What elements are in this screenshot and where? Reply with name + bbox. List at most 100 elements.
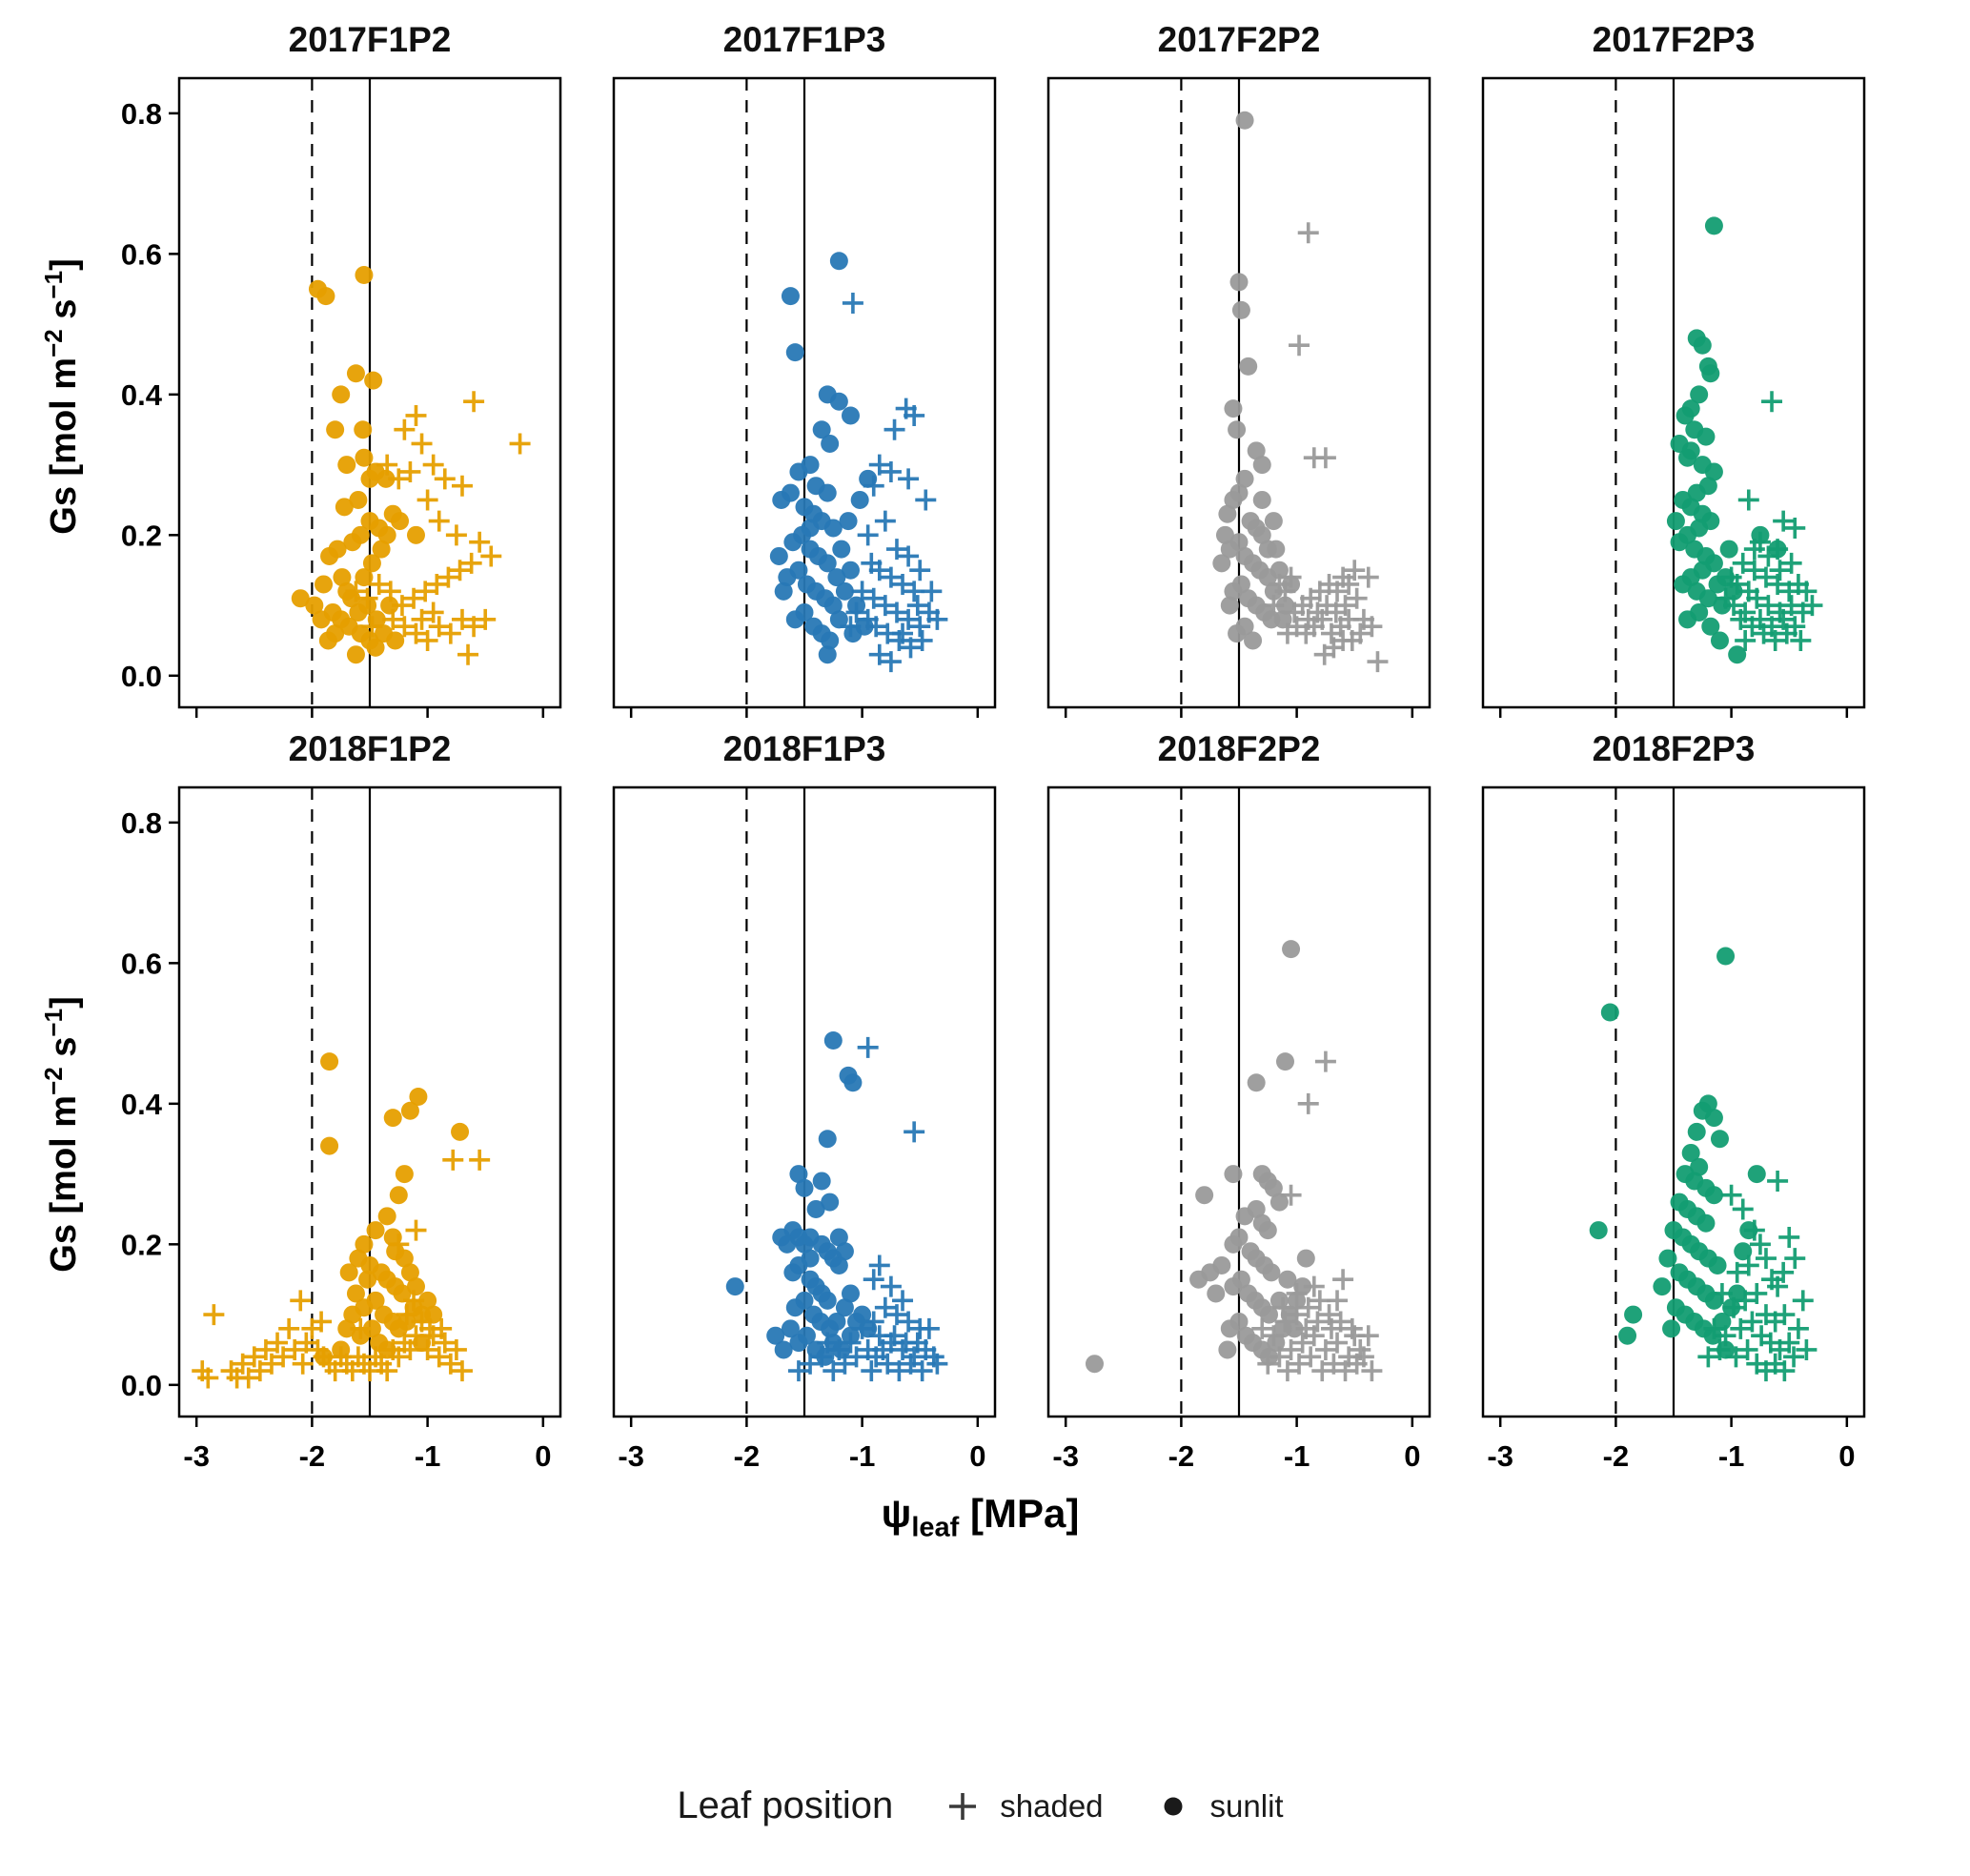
sunlit-point — [1235, 1207, 1254, 1226]
shaded-point — [428, 1346, 450, 1368]
y-tick-label: 0.6 — [121, 237, 162, 271]
sunlit-point — [406, 1277, 425, 1296]
shaded-point — [1715, 587, 1736, 609]
sunlit-point — [1618, 1326, 1637, 1345]
shaded-point — [1715, 1325, 1736, 1347]
legend-item-sunlit: sunlit — [1155, 1788, 1284, 1825]
psi-symbol: ψ — [881, 1491, 912, 1536]
sunlit-point — [343, 533, 362, 552]
sunlit-point — [1224, 581, 1243, 601]
sunlit-point — [400, 1263, 419, 1282]
shaded-point — [1764, 629, 1786, 651]
shaded-point — [434, 1332, 456, 1354]
shaded-point — [415, 581, 437, 602]
sunlit-point — [318, 631, 337, 650]
sunlit-point — [789, 1165, 808, 1184]
shaded-point — [345, 581, 367, 602]
sunlit-point — [1224, 490, 1243, 509]
sunlit-point — [835, 1242, 854, 1261]
panels-row-2017: 2017F1P2 0.0 0.2 0.4 0.6 0.8 2017F1P3 2017F2P2 2… — [95, 13, 1878, 723]
sunlit-point — [1269, 1193, 1289, 1212]
sunlit-point — [1589, 1221, 1608, 1240]
sunlit-point — [1710, 1130, 1729, 1149]
sunlit-point — [1670, 533, 1689, 552]
y-label-part: Gs [mol m — [43, 1094, 84, 1273]
panel-2017F1P3: 2017F1P3 — [600, 13, 1008, 723]
shaded-point — [243, 1346, 265, 1368]
shaded-point — [1361, 1360, 1383, 1382]
sunlit-point — [1224, 399, 1243, 418]
shaded-point — [356, 587, 378, 609]
panel-2017F2P3: 2017F2P3 — [1470, 13, 1878, 723]
x-tick-label: -3 — [183, 1439, 210, 1473]
y-tick-label: 0.4 — [121, 378, 163, 412]
shaded-point — [1757, 545, 1779, 567]
x-axis-label: ψleaf [MPa] — [881, 1491, 1080, 1542]
sunlit-point — [376, 469, 396, 488]
shaded-point — [1269, 1346, 1290, 1368]
sunlit-point — [391, 512, 410, 531]
sunlit-point — [1239, 357, 1258, 376]
x-tick-label: -2 — [299, 1439, 326, 1473]
shaded-point — [885, 602, 907, 623]
shaded-point — [1773, 608, 1795, 630]
shaded-point — [1291, 1332, 1313, 1354]
shaded-point — [842, 292, 863, 314]
sunlit-point — [839, 512, 858, 531]
shaded-point — [396, 1304, 417, 1326]
sunlit-point — [355, 265, 374, 284]
shaded-point — [863, 1269, 884, 1291]
shaded-point — [449, 560, 471, 581]
shaded-point — [874, 595, 896, 617]
shaded-point — [295, 1332, 317, 1354]
figure: Gs [mol m−2 s−1] 2017F1P2 0.0 0.2 0.4 0.6 0.8… — [29, 13, 1878, 1826]
sunlit-point — [395, 1165, 414, 1184]
sunlit-point — [1710, 631, 1729, 650]
sunlit-point — [781, 287, 800, 306]
sunlit-point — [409, 1087, 428, 1106]
shaded-point — [1269, 573, 1290, 595]
sunlit-point — [1282, 940, 1301, 959]
x-tick-label: -3 — [618, 1439, 644, 1473]
shaded-point — [1344, 560, 1366, 581]
shaded-point — [1720, 566, 1742, 588]
shaded-point — [1323, 1353, 1345, 1375]
y-axis-label-row1: Gs [mol m−2 s−1] — [29, 13, 95, 723]
sunlit-point — [1296, 1249, 1315, 1268]
sunlit-point — [335, 498, 354, 517]
panel-title: 2017F1P2 — [288, 20, 452, 59]
sunlit-point — [1687, 1122, 1706, 1141]
shaded-point — [1801, 595, 1823, 617]
y-label-part: s — [43, 298, 84, 330]
sunlit-point — [337, 456, 356, 475]
shaded-point — [1778, 1226, 1800, 1248]
shaded-point — [880, 460, 902, 482]
shaded-point — [388, 1234, 410, 1255]
y-label-sup: −2 — [39, 329, 69, 357]
shaded-point — [1735, 1290, 1757, 1312]
sunlit-point — [783, 533, 802, 552]
shaded-point — [915, 489, 937, 511]
y-tick-label: 0.8 — [121, 806, 162, 840]
shaded-point — [883, 1325, 905, 1347]
shaded-point — [416, 629, 438, 651]
shaded-point — [892, 1290, 914, 1312]
shaded-point — [861, 1360, 883, 1382]
y-label-sup: −1 — [39, 270, 69, 299]
sunlit-point — [806, 1199, 825, 1218]
sunlit-point — [333, 568, 352, 587]
sunlit-point — [823, 596, 843, 615]
shaded-point — [877, 1353, 899, 1375]
sunlit-point — [400, 1101, 419, 1120]
panel-plot-2018F2P3: -3 -2 -1 0 — [1481, 785, 1866, 1473]
shaded-point — [1732, 552, 1754, 574]
sunlit-point — [818, 483, 837, 502]
sunlit-point — [843, 1073, 863, 1092]
sunlit-point — [1247, 441, 1266, 460]
shaded-point — [416, 1338, 438, 1360]
sunlit-point — [795, 1178, 814, 1197]
shaded-point — [1787, 1317, 1809, 1339]
shaded-point — [1295, 1317, 1317, 1339]
sunlit-point — [366, 638, 385, 657]
shaded-point — [1749, 1234, 1771, 1255]
